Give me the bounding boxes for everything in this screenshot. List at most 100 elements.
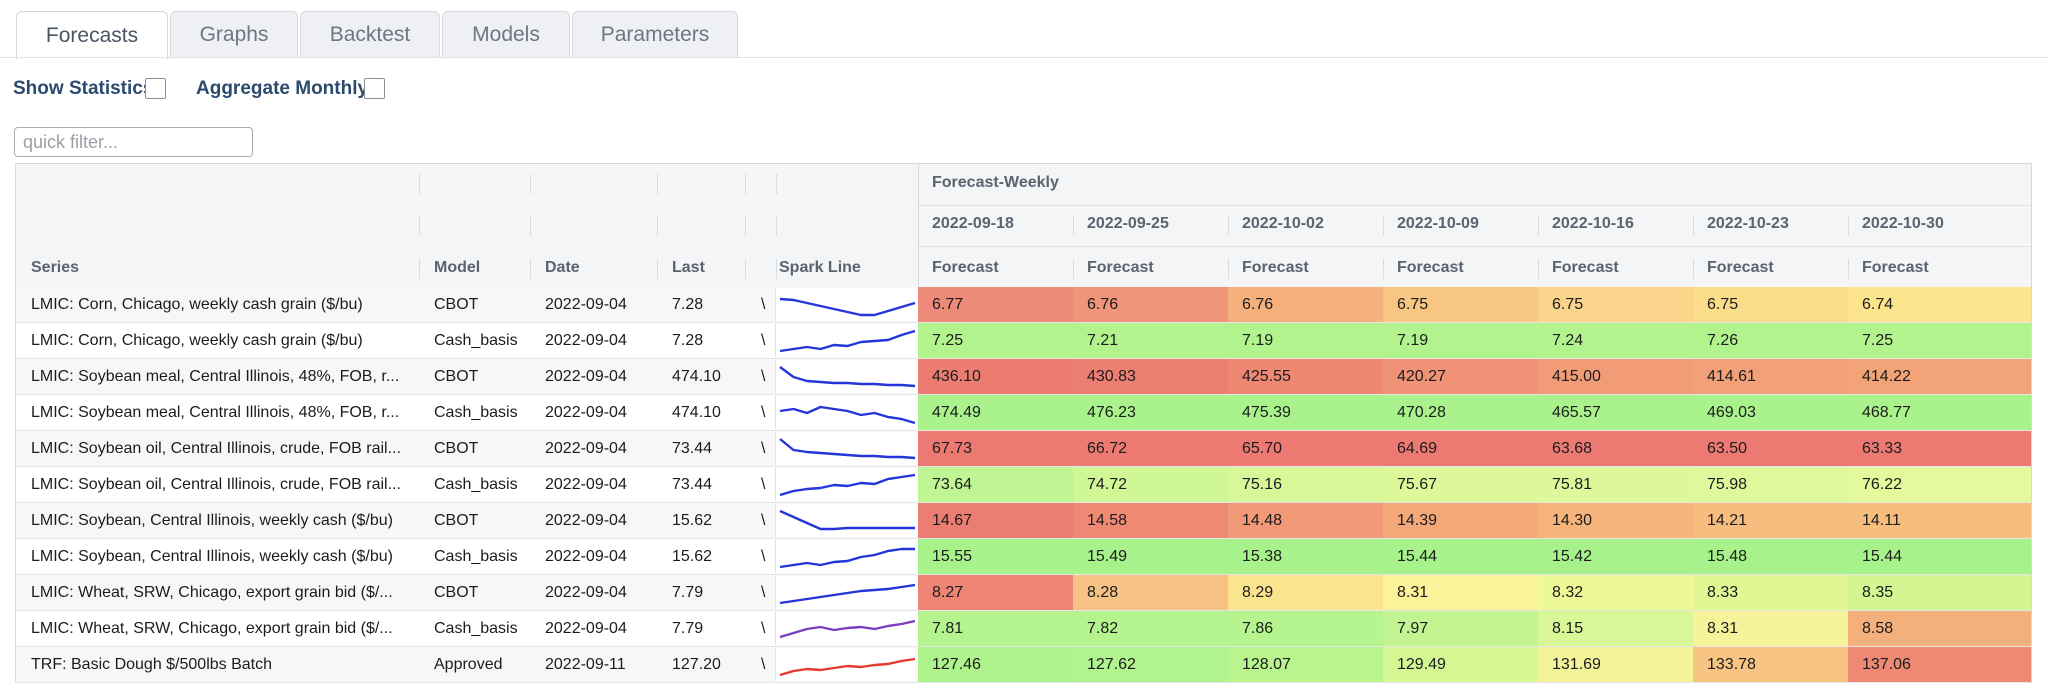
table-row[interactable]: LMIC: Soybean, Central Illinois, weekly … [16, 503, 2031, 539]
forecast-col-header[interactable]: Forecast [1242, 259, 1309, 276]
col-date[interactable]: Date [545, 259, 580, 276]
forecast-cell: 7.19 [1383, 323, 1538, 358]
date-cell: 2022-09-04 [545, 296, 627, 313]
forecast-cell: 8.27 [918, 575, 1073, 610]
sparkline [775, 324, 920, 357]
date-cell: 2022-09-04 [545, 440, 627, 457]
date-header[interactable]: 2022-10-09 [1397, 215, 1479, 232]
forecast-cell: 127.62 [1073, 647, 1228, 682]
show-statistics-checkbox[interactable] [145, 78, 166, 99]
last-cell: 15.62 [672, 548, 713, 565]
sparkline-path [779, 438, 916, 460]
date-header[interactable]: 2022-09-18 [932, 215, 1014, 232]
forecast-cell: 63.50 [1693, 431, 1848, 466]
tab-graphs[interactable]: Graphs [170, 11, 298, 57]
forecast-cell: 15.55 [918, 539, 1073, 574]
date-cell: 2022-09-04 [545, 368, 627, 385]
last-cell: 127.20 [672, 656, 721, 673]
truncated-cell: \ [761, 296, 766, 313]
series-cell: LMIC: Soybean, Central Illinois, weekly … [31, 548, 393, 565]
date-header[interactable]: 2022-09-25 [1087, 215, 1169, 232]
col-spark-line[interactable]: Spark Line [779, 259, 861, 276]
date-cell: 2022-09-11 [545, 656, 626, 673]
show-statistics-label: Show Statistics [13, 78, 154, 99]
truncated-cell: \ [761, 332, 766, 349]
forecast-cell: 15.44 [1848, 539, 2031, 574]
forecast-cell: 475.39 [1228, 395, 1383, 430]
model-cell: CBOT [434, 584, 479, 601]
table-row[interactable]: LMIC: Soybean oil, Central Illinois, cru… [16, 431, 2031, 467]
table-row[interactable]: LMIC: Soybean oil, Central Illinois, cru… [16, 467, 2031, 503]
sparkline [775, 432, 920, 465]
forecast-cell: 14.30 [1538, 503, 1693, 538]
table-row[interactable]: LMIC: Wheat, SRW, Chicago, export grain … [16, 611, 2031, 647]
tab-divider [0, 57, 2048, 58]
forecast-cell: 8.29 [1228, 575, 1383, 610]
tab-models[interactable]: Models [442, 11, 570, 57]
forecast-cell: 14.39 [1383, 503, 1538, 538]
series-cell: LMIC: Soybean meal, Central Illinois, 48… [31, 368, 400, 385]
forecast-cell: 7.19 [1228, 323, 1383, 358]
sparkline [775, 360, 920, 393]
aggregate-monthly-checkbox[interactable] [364, 78, 385, 99]
table-row[interactable]: TRF: Basic Dough $/500lbs Batch Approved 2… [16, 647, 2031, 683]
forecast-cell: 15.42 [1538, 539, 1693, 574]
sparkline-path [779, 366, 916, 388]
table-row[interactable]: LMIC: Corn, Chicago, weekly cash grain (… [16, 287, 2031, 323]
forecast-cell: 7.82 [1073, 611, 1228, 646]
table-row[interactable]: LMIC: Soybean, Central Illinois, weekly … [16, 539, 2031, 575]
forecast-cell: 420.27 [1383, 359, 1538, 394]
col-last[interactable]: Last [672, 259, 705, 276]
truncated-cell: \ [761, 404, 766, 421]
truncated-cell: \ [761, 584, 766, 601]
tab-forecasts[interactable]: Forecasts [16, 11, 168, 59]
sparkline-path [779, 297, 916, 317]
col-model[interactable]: Model [434, 259, 481, 276]
forecast-col-header[interactable]: Forecast [1397, 259, 1464, 276]
date-header[interactable]: 2022-10-16 [1552, 215, 1634, 232]
forecast-cell: 8.32 [1538, 575, 1693, 610]
sparkline [775, 612, 920, 645]
col-series[interactable]: Series [31, 259, 80, 276]
sparkline [775, 396, 920, 429]
forecast-cell: 14.11 [1848, 503, 2031, 538]
table-row[interactable]: LMIC: Soybean meal, Central Illinois, 48… [16, 395, 2031, 431]
model-cell: Cash_basis [434, 476, 518, 493]
tab-parameters[interactable]: Parameters [572, 11, 738, 57]
sparkline [775, 504, 920, 537]
forecast-cell: 469.03 [1693, 395, 1848, 430]
quick-filter-input[interactable] [14, 127, 253, 157]
date-header[interactable]: 2022-10-30 [1862, 215, 1944, 232]
last-cell: 15.62 [672, 512, 713, 529]
forecast-cell: 74.72 [1073, 467, 1228, 502]
table-row[interactable]: LMIC: Soybean meal, Central Illinois, 48… [16, 359, 2031, 395]
truncated-cell: \ [761, 656, 766, 673]
forecast-cell: 75.16 [1228, 467, 1383, 502]
table-row[interactable]: LMIC: Corn, Chicago, weekly cash grain (… [16, 323, 2031, 359]
truncated-cell: \ [761, 548, 766, 565]
forecast-cell: 75.67 [1383, 467, 1538, 502]
forecast-col-header[interactable]: Forecast [1862, 259, 1929, 276]
forecast-col-header[interactable]: Forecast [932, 259, 999, 276]
forecast-col-header[interactable]: Forecast [1087, 259, 1154, 276]
last-cell: 7.79 [672, 620, 704, 637]
forecast-col-header[interactable]: Forecast [1707, 259, 1774, 276]
forecast-cell: 7.21 [1073, 323, 1228, 358]
date-header[interactable]: 2022-10-02 [1242, 215, 1324, 232]
forecast-cell: 6.75 [1693, 287, 1848, 322]
forecast-cell: 430.83 [1073, 359, 1228, 394]
forecast-cell: 128.07 [1228, 647, 1383, 682]
forecast-cell: 7.81 [918, 611, 1073, 646]
truncated-cell: \ [761, 368, 766, 385]
sparkline [775, 468, 920, 501]
forecast-grid: Forecast-Weekly Series Model Date Last S… [15, 163, 2032, 683]
date-cell: 2022-09-04 [545, 548, 627, 565]
model-cell: Cash_basis [434, 548, 518, 565]
forecast-cell: 436.10 [918, 359, 1073, 394]
forecast-cell: 7.26 [1693, 323, 1848, 358]
forecast-col-header[interactable]: Forecast [1552, 259, 1619, 276]
tab-backtest[interactable]: Backtest [300, 11, 440, 57]
date-header[interactable]: 2022-10-23 [1707, 215, 1789, 232]
last-cell: 73.44 [672, 440, 713, 457]
table-row[interactable]: LMIC: Wheat, SRW, Chicago, export grain … [16, 575, 2031, 611]
